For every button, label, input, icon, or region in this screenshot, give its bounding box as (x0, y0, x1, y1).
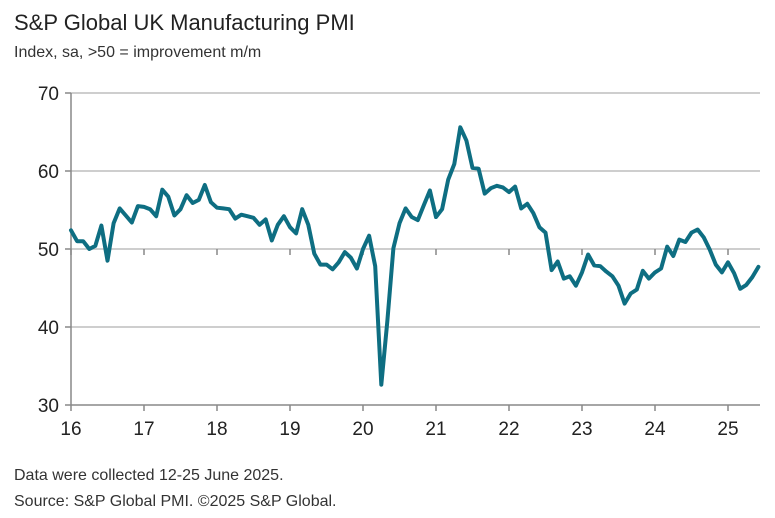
x-tick-label: 17 (133, 419, 154, 440)
x-tick-label: 18 (206, 419, 227, 440)
x-tick-label: 22 (498, 419, 519, 440)
pmi-series-line (69, 125, 761, 387)
chart-subtitle: Index, sa, >50 = improvement m/m (14, 44, 262, 61)
y-tick-label: 40 (38, 318, 59, 339)
x-tick-label: 23 (571, 419, 592, 440)
footer-source: Source: S&P Global PMI. ©2025 S&P Global… (14, 493, 337, 510)
footer-note: Data were collected 12-25 June 2025. (14, 467, 284, 484)
y-tick-label: 60 (38, 162, 59, 183)
x-tick-label: 25 (717, 419, 738, 440)
x-tick-label: 20 (352, 419, 373, 440)
x-tick-label: 16 (60, 419, 81, 440)
y-tick-label: 30 (38, 396, 59, 417)
x-tick-label: 24 (644, 419, 666, 440)
x-tick-label: 19 (279, 419, 300, 440)
y-tick-label: 70 (38, 84, 59, 105)
x-tick-label: 21 (425, 419, 446, 440)
chart-title: S&P Global UK Manufacturing PMI (14, 10, 355, 35)
y-tick-label: 50 (38, 240, 59, 261)
